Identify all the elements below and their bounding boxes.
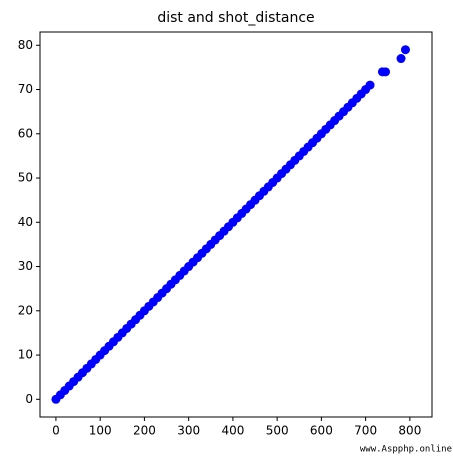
y-tick-label: 60 <box>18 126 33 140</box>
x-tick-label: 800 <box>398 424 421 438</box>
y-tick-label: 30 <box>18 259 33 273</box>
point <box>396 54 406 64</box>
y-tick-label: 20 <box>18 303 33 317</box>
y-tick-label: 50 <box>18 171 33 185</box>
x-tick-label: 400 <box>221 424 244 438</box>
point <box>400 45 410 55</box>
watermark: www.Aspphp.online <box>360 445 452 455</box>
y-tick-label: 40 <box>18 215 33 229</box>
point <box>365 80 375 90</box>
y-tick-label: 10 <box>18 348 33 362</box>
plot-frame <box>39 31 433 418</box>
x-tick-label: 700 <box>354 424 377 438</box>
x-tick-label: 300 <box>177 424 200 438</box>
x-tick-label: 200 <box>133 424 156 438</box>
x-tick-label: 0 <box>52 424 60 438</box>
y-tick-label: 70 <box>18 82 33 96</box>
x-tick-label: 500 <box>266 424 289 438</box>
y-tick-label: 0 <box>25 392 33 406</box>
x-tick-label: 100 <box>89 424 112 438</box>
x-tick-label: 600 <box>310 424 333 438</box>
point <box>381 67 391 77</box>
chart-title: dist and shot_distance <box>157 10 314 26</box>
y-tick-label: 80 <box>18 38 33 52</box>
